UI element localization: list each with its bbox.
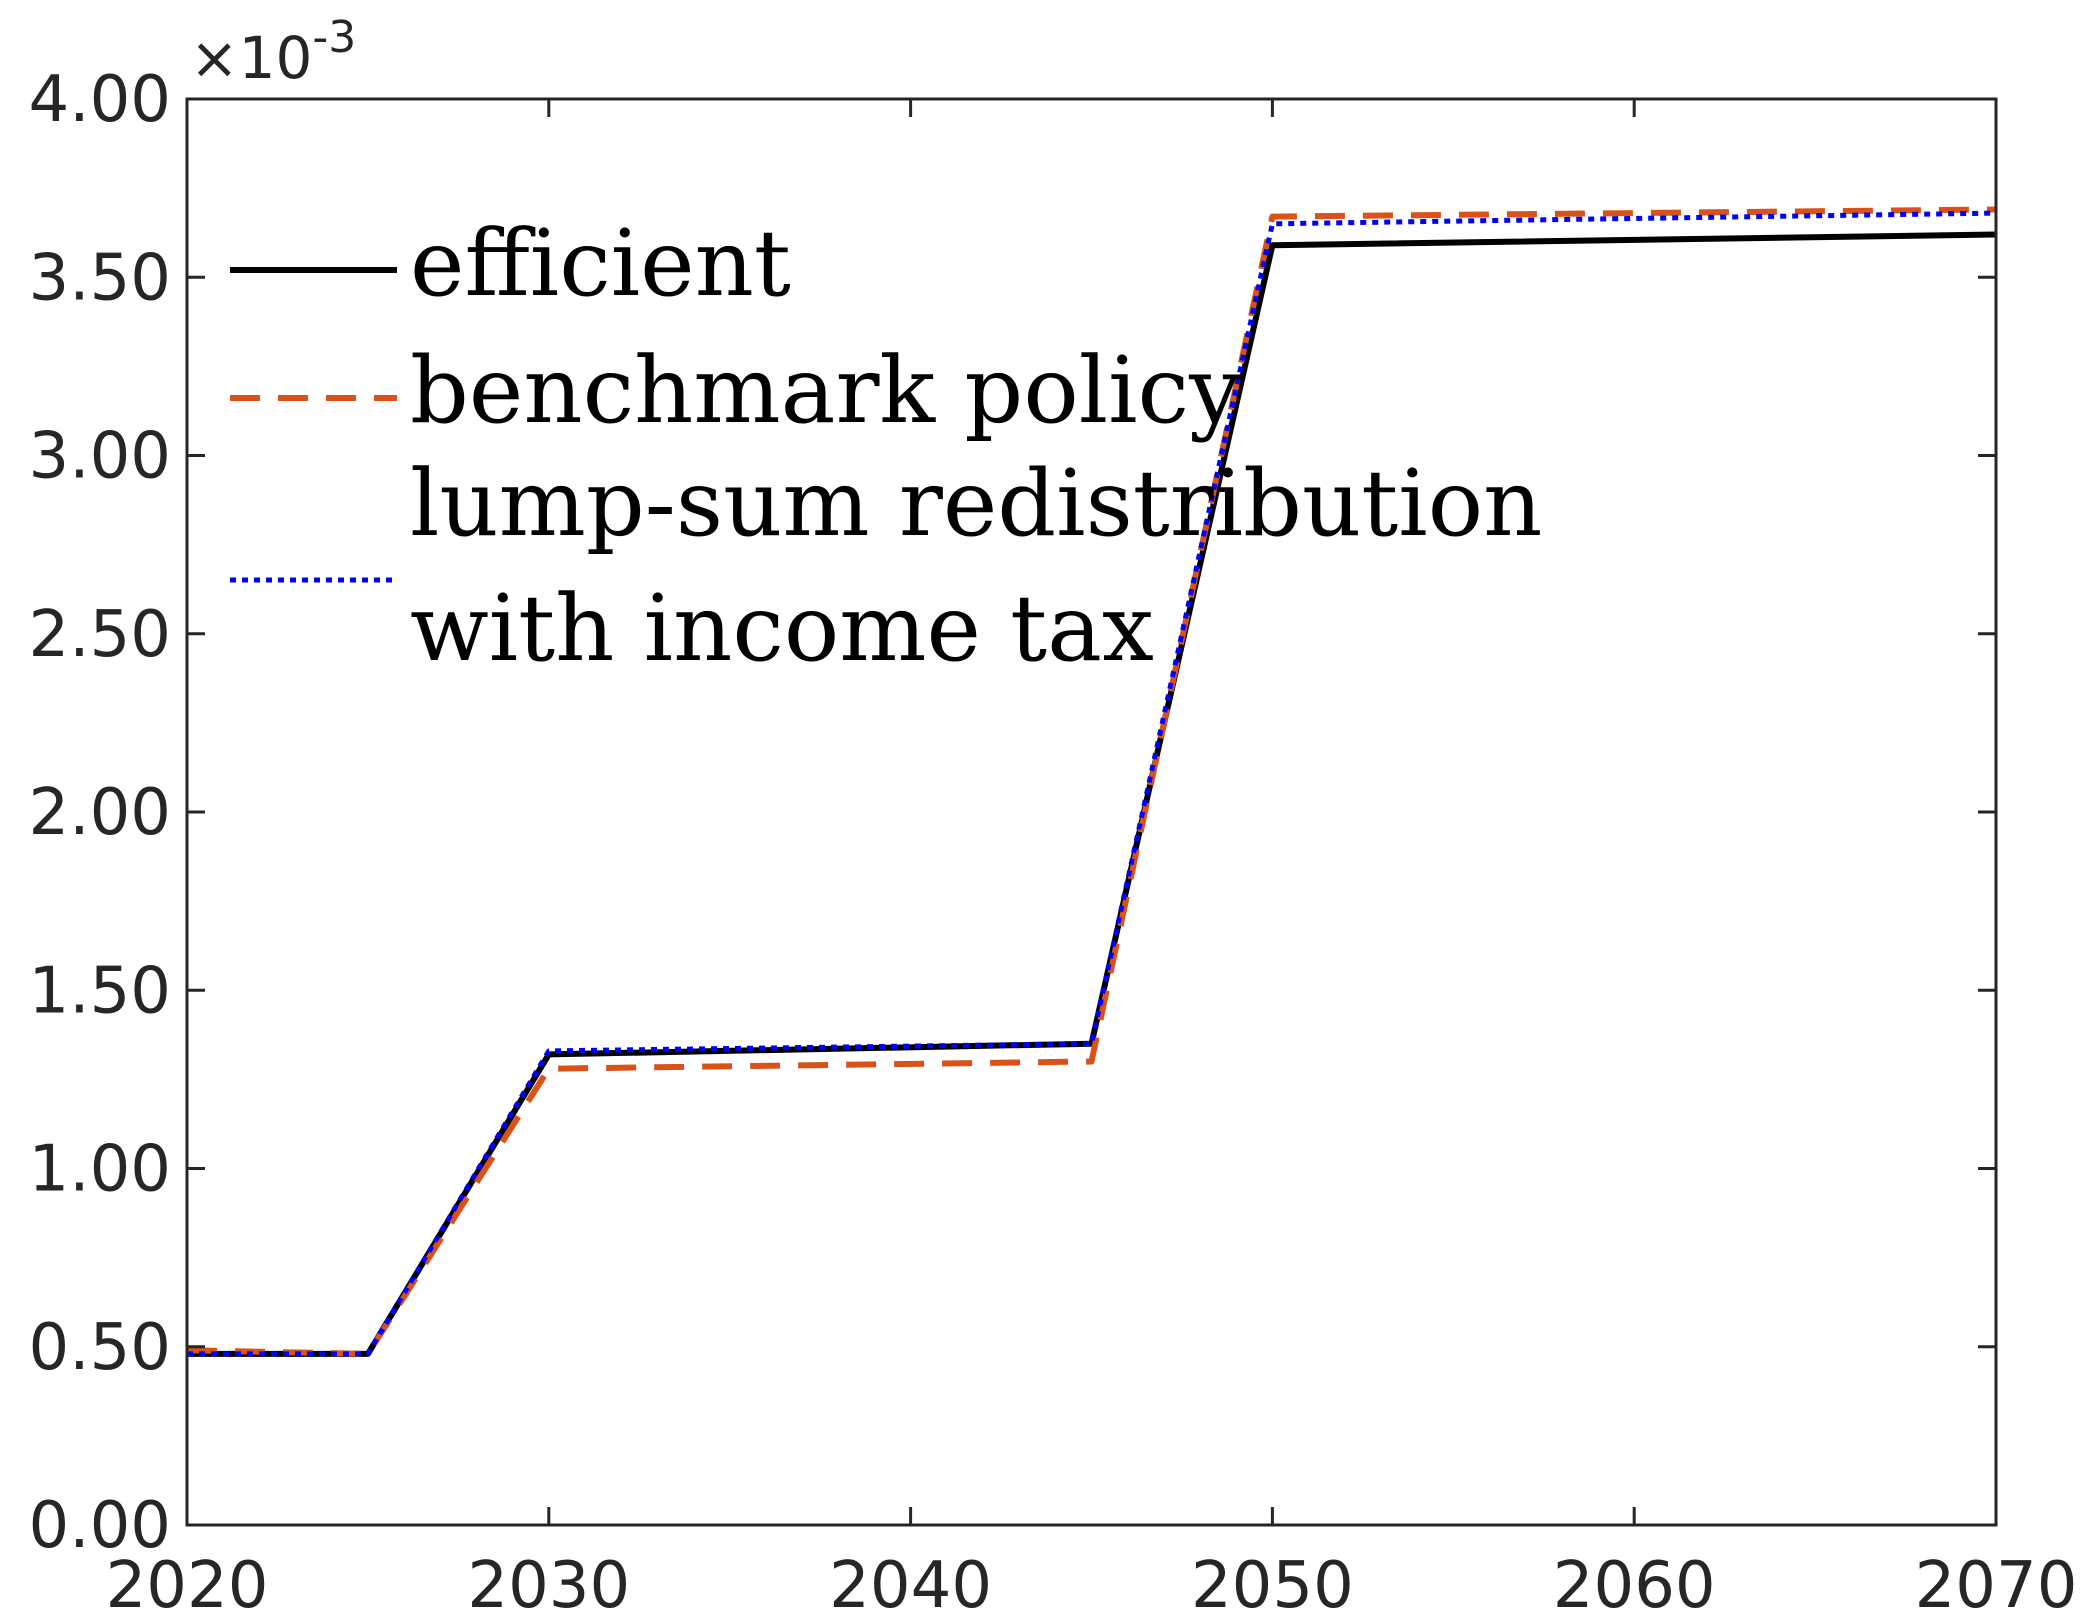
y-tick-label: 4.00	[29, 63, 172, 137]
axes: 2020 2030 2040 2050 2060 2070 0.00 0.50 1.00 1.50…	[29, 12, 2078, 1622]
x-tick-label: 2030	[467, 1549, 630, 1622]
y-tick-label: 2.00	[29, 776, 172, 850]
legend-label-3: lump-sum redistribution	[410, 450, 1542, 557]
x-tick-label: 2040	[829, 1549, 992, 1622]
y-tick-label: 3.00	[29, 420, 172, 494]
series-line-3	[187, 210, 1997, 1357]
legend-label-3: with income tax	[410, 575, 1154, 682]
x-tick-label: 2050	[1191, 1549, 1354, 1622]
series-line-2	[186, 206, 1997, 1357]
x-tick-label: 2070	[1915, 1549, 2078, 1622]
y-tick-label: 1.50	[29, 954, 172, 1028]
legend-label-1: efficient	[410, 210, 791, 317]
x-tick-label: 2020	[106, 1549, 269, 1622]
y-scale-multiplier: ×10-3	[190, 12, 356, 92]
x-tick-label: 2060	[1553, 1549, 1716, 1622]
y-tick-label: 2.50	[29, 598, 172, 672]
y-tick-label: 3.50	[29, 241, 172, 315]
plot-area	[186, 206, 1997, 1357]
y-tick-label: 0.00	[29, 1489, 172, 1563]
legend-label-2: benchmark policy	[410, 337, 1241, 444]
y-tick-label: 1.00	[29, 1133, 172, 1207]
y-tick-label: 0.50	[29, 1311, 172, 1385]
